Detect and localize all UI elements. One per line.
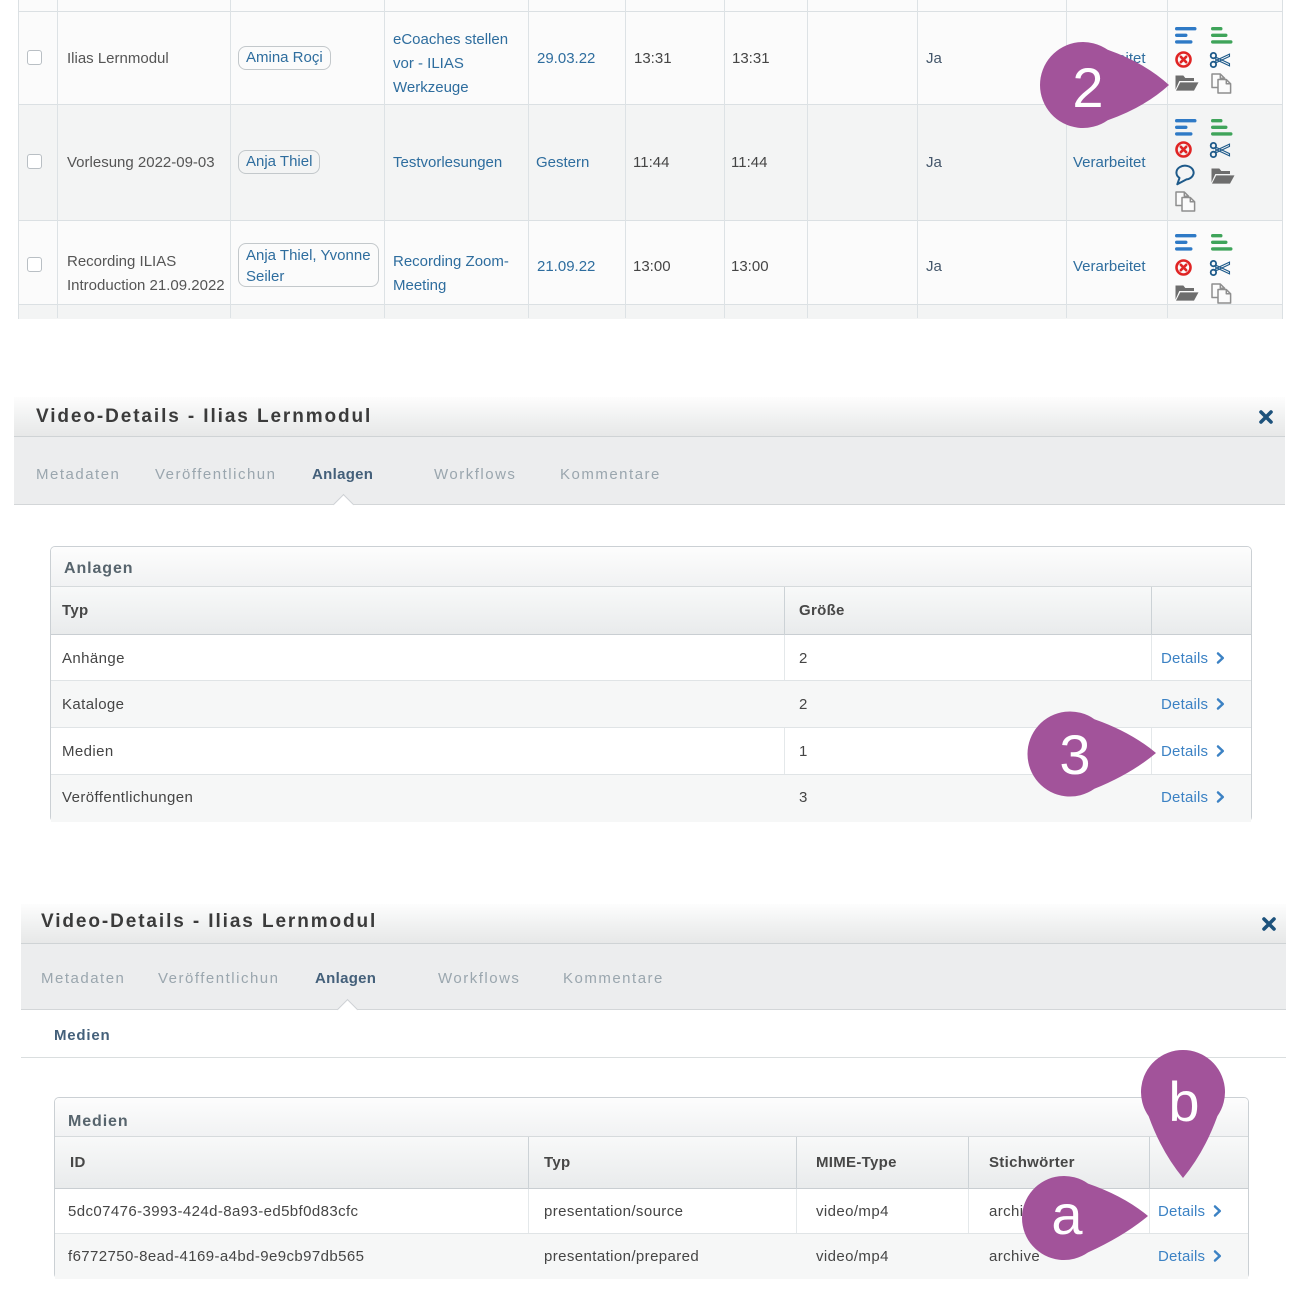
svg-text:b: b xyxy=(1168,1070,1199,1133)
svg-text:a: a xyxy=(1051,1183,1083,1246)
svg-text:2: 2 xyxy=(1072,56,1103,119)
svg-text:3: 3 xyxy=(1059,723,1090,786)
